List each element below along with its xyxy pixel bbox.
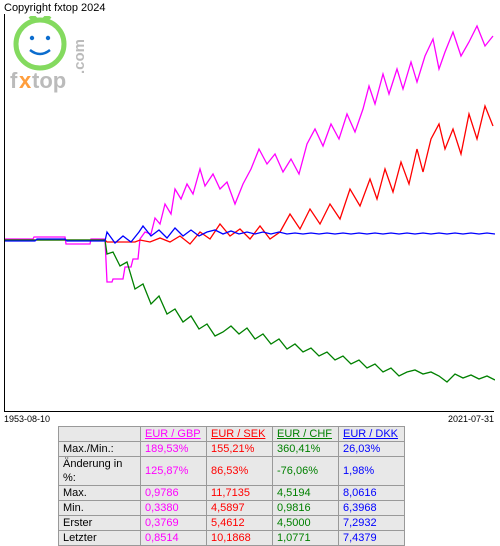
table-cell: 125,87%	[141, 457, 207, 486]
table-cell: 4,5897	[207, 501, 273, 516]
table-row-header: Erster	[59, 516, 141, 531]
svg-text:f: f	[10, 68, 18, 93]
table-cell: 0,9786	[141, 486, 207, 501]
table-row-header: Max.	[59, 486, 141, 501]
fxtop-logo: f x top .com	[6, 16, 102, 96]
table-cell: 10,1868	[207, 531, 273, 546]
table-row-header: Max./Min.:	[59, 442, 141, 457]
table-col-header: EUR / GBP	[141, 427, 207, 442]
table-cell: 7,2932	[339, 516, 405, 531]
copyright-text: Copyright fxtop 2024	[4, 2, 106, 14]
table-row-header: Änderung in %:	[59, 457, 141, 486]
table-cell: 7,4379	[339, 531, 405, 546]
table-cell: 189,53%	[141, 442, 207, 457]
table-cell: 26,03%	[339, 442, 405, 457]
table-cell: 4,5194	[273, 486, 339, 501]
table-cell: 1,98%	[339, 457, 405, 486]
table-cell: 0,9816	[273, 501, 339, 516]
x-axis-end-date: 2021-07-31	[448, 414, 494, 424]
summary-table: EUR / GBPEUR / SEKEUR / CHFEUR / DKK Max.…	[58, 426, 405, 546]
svg-text:top: top	[32, 68, 66, 93]
table-col-header: EUR / CHF	[273, 427, 339, 442]
series-line	[5, 226, 495, 243]
table-cell: 0,3769	[141, 516, 207, 531]
table-col-header: EUR / SEK	[207, 427, 273, 442]
table-cell: 0,3380	[141, 501, 207, 516]
table-cell: 5,4612	[207, 516, 273, 531]
table-cell: 11,7135	[207, 486, 273, 501]
series-line	[5, 106, 493, 244]
table-cell: 1,0771	[273, 531, 339, 546]
svg-text:x: x	[19, 68, 32, 93]
table-corner	[59, 427, 141, 442]
table-row-header: Min.	[59, 501, 141, 516]
table-cell: 8,0616	[339, 486, 405, 501]
series-line	[5, 240, 495, 382]
table-cell: 4,5000	[273, 516, 339, 531]
table-cell: 6,3968	[339, 501, 405, 516]
table-row-header: Letzter	[59, 531, 141, 546]
table-cell: 360,41%	[273, 442, 339, 457]
svg-text:.com: .com	[71, 39, 88, 74]
x-axis-start-date: 1953-08-10	[4, 414, 50, 424]
table-cell: -76,06%	[273, 457, 339, 486]
table-cell: 0,8514	[141, 531, 207, 546]
table-cell: 86,53%	[207, 457, 273, 486]
table-col-header: EUR / DKK	[339, 427, 405, 442]
table-cell: 155,21%	[207, 442, 273, 457]
